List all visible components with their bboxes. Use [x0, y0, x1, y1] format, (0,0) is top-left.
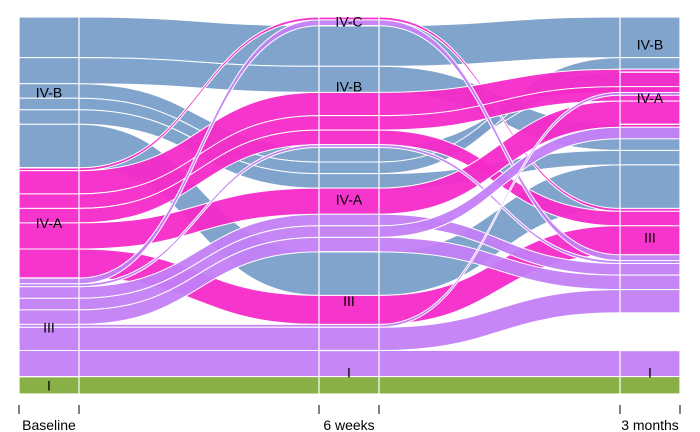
flow-band-in-stratum [18, 277, 80, 285]
flow-band-in-stratum [18, 297, 80, 311]
flow-band-in-stratum [619, 254, 681, 262]
flow-band-in-stratum [18, 286, 80, 299]
stratum-label: I [347, 364, 351, 380]
flow-band-in-stratum [18, 193, 80, 209]
flow-band-in-stratum [18, 16, 80, 59]
flow-band [78, 376, 320, 395]
stratum-box [318, 349, 380, 395]
flow-band [378, 350, 621, 378]
flow-band-in-stratum [619, 289, 681, 314]
flow-band-in-stratum [619, 210, 681, 227]
x-tick-label: 6 weeks [323, 417, 374, 432]
flow-band-in-stratum [318, 161, 380, 175]
flow-band-in-stratum [18, 170, 80, 195]
flow-band-in-stratum [318, 326, 380, 351]
flow-band-in-stratum [619, 126, 681, 140]
flow-band-in-stratum [318, 251, 380, 296]
stratum-label: III [644, 229, 656, 245]
flow-band-in-stratum [619, 263, 681, 276]
flow-band [378, 376, 621, 395]
flow-band-in-stratum [619, 274, 681, 291]
flow-band-in-stratum [619, 149, 681, 166]
flow-band-in-stratum [18, 109, 80, 125]
stratum-label: IV-A [36, 215, 63, 231]
flow-band-in-stratum [318, 187, 380, 215]
stratum-label: I [648, 364, 652, 380]
flow-band-in-stratum [318, 25, 380, 67]
x-tick-label: Baseline [22, 417, 76, 432]
flow-band-in-stratum [18, 123, 80, 169]
flows-layer [18, 16, 681, 395]
flow-band-in-stratum [318, 173, 380, 189]
flow-band-in-stratum [318, 225, 380, 238]
stratum-label: IV-B [637, 37, 663, 53]
strata-layer [18, 16, 681, 395]
flow-band [78, 326, 320, 351]
flow-band-in-stratum [318, 213, 380, 227]
flow-band-in-stratum [619, 57, 681, 70]
flow-band-in-stratum [18, 248, 80, 279]
flow-band-in-stratum [318, 115, 380, 131]
stratum-label: III [343, 293, 355, 309]
stratum-label: I [47, 377, 51, 393]
flow-band-in-stratum [18, 350, 80, 378]
flow-band-in-stratum [18, 57, 80, 85]
flow-band-in-stratum [318, 129, 380, 146]
flow-band-in-stratum [619, 164, 681, 209]
flow-band [78, 350, 320, 378]
x-axis: Baseline 6 weeks 3 months [18, 405, 681, 432]
flow-band-in-stratum [318, 147, 380, 163]
flow-band-in-stratum [318, 91, 380, 117]
stratum-label: IV-C [335, 13, 362, 29]
stratum-label: IV-A [336, 192, 363, 208]
stratum-label: III [43, 319, 55, 335]
x-tick-label: 3 months [621, 417, 679, 432]
flow-band-in-stratum [318, 236, 380, 253]
stratum-box [18, 376, 80, 395]
stratum-label: IV-A [637, 90, 664, 106]
stratum-label: IV-B [336, 79, 362, 95]
stratum-label: IV-B [36, 84, 62, 100]
stratum-box [619, 349, 681, 395]
